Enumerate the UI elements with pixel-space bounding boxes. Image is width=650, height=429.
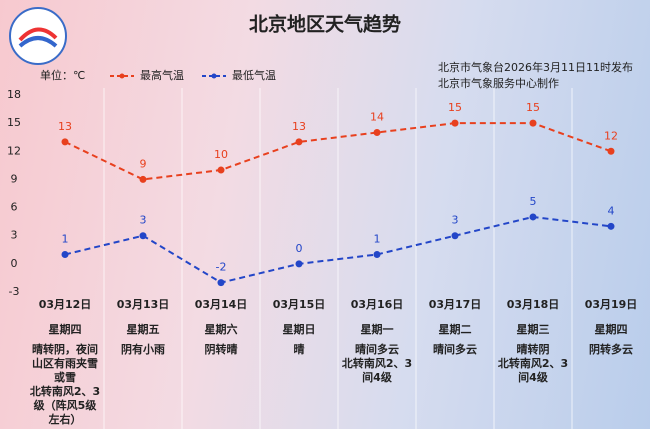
unit-label: 单位：℃: [40, 68, 85, 82]
data-label: 10: [214, 148, 228, 161]
weather-text: 晴转阴: [516, 343, 550, 356]
y-tick-label: 18: [7, 88, 21, 101]
date-label: 03月17日: [428, 298, 482, 311]
data-label: 5: [530, 195, 537, 208]
point: [607, 147, 615, 155]
y-tick-label: 15: [7, 116, 21, 129]
point: [607, 222, 615, 230]
point: [373, 129, 381, 137]
weekday-label: 星期日: [282, 323, 316, 336]
y-tick-label: 0: [11, 257, 18, 270]
wind-text: 北转南风2、3级（阵风5级左右）: [29, 385, 101, 426]
date-label: 03月18日: [506, 298, 560, 311]
data-label: 1: [62, 232, 69, 245]
weather-text: 阴有小雨: [121, 343, 165, 356]
series-line: [64, 215, 612, 284]
point: [139, 232, 147, 240]
weekday-label: 星期五: [126, 323, 160, 336]
point: [217, 279, 225, 287]
weather-text: 晴: [293, 343, 305, 356]
weather-text: 晴转阴，夜间山区有雨夹雪或雪: [32, 343, 98, 384]
data-label: 15: [448, 101, 462, 114]
weather-text: 阴转多云: [589, 343, 633, 356]
y-tick-label: -3: [9, 285, 20, 298]
date-label: 03月15日: [272, 298, 326, 311]
wind-text: 北转南风2、3间4级: [341, 357, 413, 384]
note: 北京市气象服务中心制作: [438, 76, 559, 90]
point: [61, 250, 69, 258]
point: [451, 119, 459, 127]
weekday-label: 星期一: [360, 323, 394, 336]
weather-text: 阴转晴: [204, 343, 238, 356]
point: [139, 175, 147, 183]
weekday-label: 星期三: [516, 323, 550, 336]
point: [529, 119, 537, 127]
weekday-label: 星期四: [48, 323, 82, 336]
weather-text: 晴间多云: [433, 343, 477, 356]
point: [295, 260, 303, 268]
data-label: 9: [140, 157, 147, 170]
data-label: 14: [370, 111, 384, 124]
data-label: 15: [526, 101, 540, 114]
logo: [9, 7, 67, 65]
data-label: 1: [374, 232, 381, 245]
date-label: 03月13日: [116, 298, 170, 311]
data-label: 13: [292, 120, 306, 133]
point: [373, 250, 381, 258]
legend-label: 最高气温: [140, 68, 184, 82]
point: [529, 213, 537, 221]
point: [295, 138, 303, 146]
point: [217, 166, 225, 174]
data-label: 0: [296, 242, 303, 255]
y-tick-label: 9: [11, 172, 18, 185]
weekday-label: 星期四: [594, 323, 628, 336]
date-label: 03月14日: [194, 298, 248, 311]
legend-marker: [211, 73, 217, 79]
data-label: 12: [604, 129, 618, 142]
y-tick-label: 12: [7, 144, 21, 157]
date-label: 03月16日: [350, 298, 404, 311]
weather-text: 晴间多云: [355, 343, 399, 356]
series-line: [64, 122, 612, 181]
weekday-label: 星期二: [438, 323, 472, 336]
legend-marker: [119, 73, 125, 79]
data-label: 3: [140, 214, 147, 227]
point: [61, 138, 69, 146]
wind-text: 北转南风2、3间4级: [497, 357, 569, 384]
y-tick-label: 6: [11, 201, 18, 214]
weekday-label: 星期六: [204, 323, 238, 336]
data-label: 3: [452, 214, 459, 227]
y-tick-label: 3: [11, 229, 18, 242]
date-label: 03月19日: [584, 298, 638, 311]
data-label: 4: [608, 204, 615, 217]
point: [451, 232, 459, 240]
data-label: 13: [58, 120, 72, 133]
date-label: 03月12日: [38, 298, 92, 311]
data-label: -2: [216, 261, 227, 274]
note: 北京市气象台2026年3月11日11时发布: [438, 60, 633, 74]
legend-label: 最低气温: [232, 68, 276, 82]
chart-title: 北京地区天气趋势: [249, 13, 401, 36]
